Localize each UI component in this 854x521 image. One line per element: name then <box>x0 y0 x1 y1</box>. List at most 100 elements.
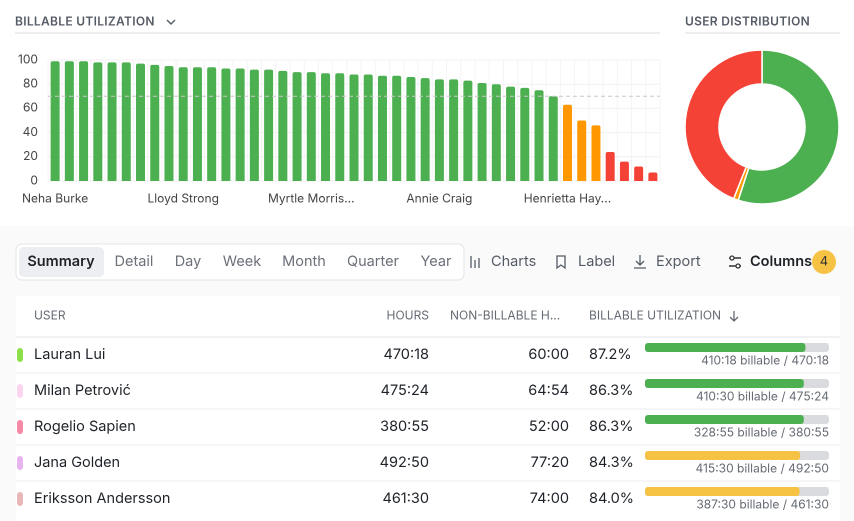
bar[interactable] <box>363 74 373 181</box>
progress-bar <box>645 415 804 424</box>
donut-slice[interactable] <box>737 49 840 205</box>
button-icon[interactable] <box>556 255 566 270</box>
bar[interactable] <box>50 61 60 181</box>
user-color <box>17 348 23 362</box>
bar[interactable] <box>463 80 473 181</box>
column-header[interactable]: NON-BILLABLE H... <box>450 307 560 322</box>
donut-slice[interactable] <box>684 49 763 200</box>
bar[interactable] <box>249 69 259 181</box>
bar[interactable] <box>534 90 544 181</box>
user-name[interactable]: Rogelio Sapien <box>34 418 136 435</box>
non-billable: 77:20 <box>531 454 569 471</box>
tab[interactable]: Quarter <box>347 253 400 270</box>
bar[interactable] <box>406 76 416 181</box>
tab[interactable]: Week <box>223 253 261 270</box>
bar[interactable] <box>506 86 516 181</box>
y-tick-label: 20 <box>23 148 38 163</box>
bar[interactable] <box>392 75 402 181</box>
tab[interactable]: Month <box>282 253 326 270</box>
bar[interactable] <box>434 79 444 181</box>
bar[interactable] <box>192 67 202 181</box>
bar[interactable] <box>278 70 288 181</box>
bar[interactable] <box>264 69 274 181</box>
tab-group <box>15 243 465 281</box>
sort-arrow[interactable] <box>729 311 739 322</box>
tab[interactable]: Year <box>421 253 452 270</box>
button-icon[interactable] <box>634 255 646 269</box>
bar[interactable] <box>420 78 430 181</box>
bar[interactable] <box>64 61 74 181</box>
progress-label: 387:30 billable / 461:30 <box>696 496 829 511</box>
utilization: 84.0% <box>589 490 634 507</box>
bar[interactable] <box>292 72 302 181</box>
columns-icon-knob <box>735 263 741 269</box>
progress-bar <box>645 487 800 496</box>
bar[interactable] <box>207 67 217 181</box>
columns-icon-knob <box>729 255 735 261</box>
columns-button[interactable]: Columns <box>750 253 812 270</box>
progress-bar <box>645 451 801 460</box>
bar[interactable] <box>619 161 629 181</box>
bar[interactable] <box>93 62 103 181</box>
progress-bar <box>645 343 806 352</box>
bar[interactable] <box>491 84 501 181</box>
bar[interactable] <box>591 125 601 181</box>
user-name[interactable]: Milan Petrović <box>34 382 131 399</box>
bar[interactable] <box>605 151 615 181</box>
column-header[interactable]: BILLABLE UTILIZATION <box>589 307 721 322</box>
chart-title[interactable]: BILLABLE UTILIZATION <box>15 13 155 28</box>
hours: 475:24 <box>381 382 429 399</box>
progress-label: 415:30 billable / 492:50 <box>696 460 829 475</box>
progress-label: 410:18 billable / 470:18 <box>701 352 829 367</box>
bar[interactable] <box>520 87 530 181</box>
bar[interactable] <box>634 166 644 181</box>
x-tick-label: Annie Craig <box>406 190 472 205</box>
badge <box>812 250 836 274</box>
bar[interactable] <box>107 62 117 181</box>
bar[interactable] <box>477 82 487 181</box>
user-name[interactable]: Eriksson Andersson <box>34 490 170 507</box>
toolbar-button[interactable]: Charts <box>491 253 536 270</box>
bar[interactable] <box>335 73 345 181</box>
tab[interactable]: Summary <box>27 253 95 270</box>
bar[interactable] <box>577 120 587 182</box>
column-header[interactable]: USER <box>34 307 66 322</box>
bar[interactable] <box>377 75 387 181</box>
bar[interactable] <box>136 63 146 181</box>
chart-title: USER DISTRIBUTION <box>685 13 810 28</box>
chevron[interactable] <box>166 19 176 25</box>
bar[interactable] <box>449 79 459 181</box>
bar[interactable] <box>164 66 174 181</box>
bar[interactable] <box>79 61 89 181</box>
hours: 380:55 <box>380 418 429 435</box>
bar[interactable] <box>178 67 188 181</box>
x-tick-label: Lloyd Strong <box>147 190 218 205</box>
progress-label: 328:55 billable / 380:55 <box>694 424 829 439</box>
column-header[interactable]: HOURS <box>387 307 430 322</box>
bar[interactable] <box>321 73 331 181</box>
bar[interactable] <box>306 72 316 181</box>
utilization: 84.3% <box>589 454 634 471</box>
bar[interactable] <box>221 68 231 181</box>
x-tick-label: Neha Burke <box>22 190 88 205</box>
bar[interactable] <box>562 104 572 181</box>
bar[interactable] <box>235 68 245 181</box>
hours: 470:18 <box>383 346 429 363</box>
bar[interactable] <box>150 64 160 181</box>
user-name[interactable]: Lauran Lui <box>34 346 105 363</box>
y-tick-label: 60 <box>23 100 38 115</box>
tab[interactable]: Detail <box>115 253 154 270</box>
bar[interactable] <box>648 172 658 181</box>
bar[interactable] <box>121 62 131 181</box>
non-billable: 74:00 <box>530 490 569 507</box>
toolbar-button[interactable]: Export <box>656 253 701 270</box>
bar[interactable] <box>349 74 359 181</box>
hours: 492:50 <box>380 454 429 471</box>
bar[interactable] <box>548 96 558 181</box>
user-color <box>17 456 23 470</box>
user-name[interactable]: Jana Golden <box>34 454 120 471</box>
button-icon[interactable] <box>470 256 480 268</box>
toolbar-button[interactable]: Label <box>578 253 615 270</box>
tab[interactable]: Day <box>175 253 202 270</box>
